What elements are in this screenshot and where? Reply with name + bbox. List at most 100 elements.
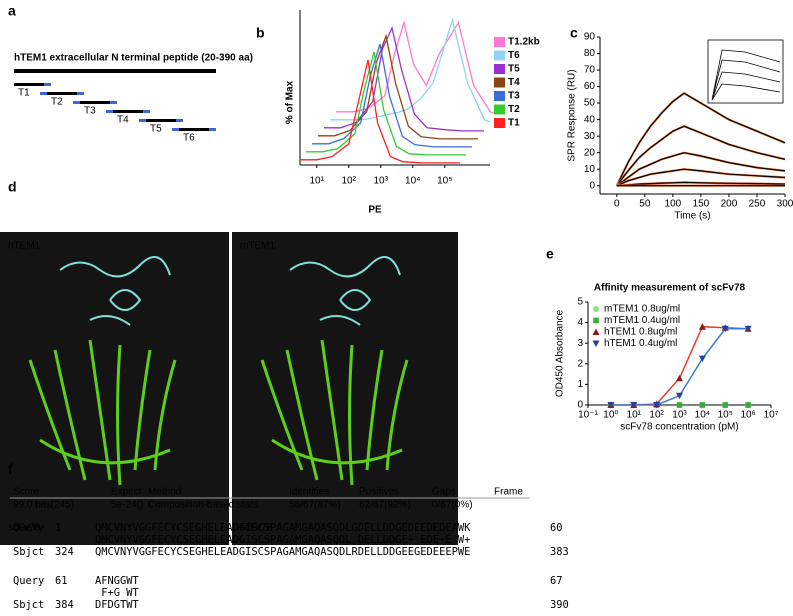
alignment-subject: 390 xyxy=(550,599,569,611)
spr-inset xyxy=(707,39,784,104)
segment-label: T2 xyxy=(51,97,63,108)
segment-overlap xyxy=(209,128,216,131)
legend-swatch xyxy=(494,118,505,128)
series-line xyxy=(616,181,786,187)
segment-label: T6 xyxy=(183,133,195,144)
x-tick-label: 10⁰ xyxy=(603,410,618,421)
legend-label: T3 xyxy=(508,91,520,102)
legend-swatch xyxy=(494,104,505,115)
alignment-subject: QMCVNYVGGFECYCSEGHELEADGISCSPAGAMGAQASQD… xyxy=(95,546,470,558)
x-tick-label: 10⁻¹ xyxy=(578,410,598,421)
alignment-query: AFNGGWT xyxy=(95,575,140,587)
table-value: 62/67(92%) xyxy=(359,500,411,511)
x-tick-label: 300 xyxy=(777,199,793,210)
legend-label: T1 xyxy=(508,118,520,129)
x-tick-label: 100 xyxy=(665,199,682,210)
y-tick-label: 80 xyxy=(584,48,596,59)
alignment-query: 67 xyxy=(550,575,563,587)
x-tick-label: 10³ xyxy=(374,176,389,187)
legend-marker xyxy=(593,317,599,324)
data-point xyxy=(676,392,683,400)
segment xyxy=(47,92,77,95)
data-point xyxy=(676,402,683,408)
y-tick-label: 0 xyxy=(589,180,595,191)
data-point xyxy=(653,402,661,409)
structure-label: mTEM1 xyxy=(240,241,275,252)
y-tick-label: 4 xyxy=(577,317,583,328)
panel-label: d xyxy=(8,179,17,195)
series-line xyxy=(312,43,472,148)
scfv-ribbon xyxy=(28,339,409,486)
y-tick-label: 60 xyxy=(584,81,596,92)
series-line xyxy=(616,125,786,187)
alignment-query: 60 xyxy=(550,522,563,534)
alignment-subject: DFDGTWT xyxy=(95,599,140,611)
x-tick-label: 150 xyxy=(693,199,710,210)
alignment-subject: Sbjct xyxy=(13,599,44,611)
legend-label: T4 xyxy=(508,77,520,88)
alignment-query: 61 xyxy=(55,575,68,587)
table-header: Frame xyxy=(494,487,523,498)
legend-label: hTEM1 0.4ug/ml xyxy=(604,338,677,349)
legend-label: hTEM1 0.8ug/ml xyxy=(604,327,677,338)
series-line xyxy=(616,168,786,187)
table-value: Composition-based stats. xyxy=(148,500,261,511)
x-tick-label: 200 xyxy=(721,199,738,210)
table-header: Positives xyxy=(359,487,399,498)
series-line xyxy=(300,59,460,164)
series-line xyxy=(306,51,466,156)
data-point xyxy=(722,402,729,408)
legend-marker xyxy=(593,306,599,312)
legend-swatch xyxy=(494,37,505,47)
data-point xyxy=(630,402,638,409)
x-tick-label: 10² xyxy=(649,410,664,421)
x-tick-label: 10⁷ xyxy=(764,410,779,421)
y-tick-label: 90 xyxy=(584,32,596,43)
series-line xyxy=(616,152,786,187)
full-length-bar xyxy=(14,69,216,73)
segment-overlap xyxy=(110,101,117,104)
y-axis-label: % of Max xyxy=(285,80,296,124)
table-value: 0/67(0%) xyxy=(432,500,473,511)
segment-label: T4 xyxy=(117,115,129,126)
alignment-query: 1 xyxy=(55,522,61,534)
table-value: 58/67(87%) xyxy=(289,500,341,511)
y-tick-label: 2 xyxy=(577,358,583,369)
legend-label: mTEM1 0.4ug/ml xyxy=(604,315,680,326)
data-point xyxy=(699,402,706,408)
chart-title: Affinity measurement of scFv78 xyxy=(594,283,746,294)
data-point xyxy=(745,402,751,408)
alignment-subject: Sbjct xyxy=(13,546,44,558)
table-header: Identities xyxy=(289,487,329,498)
structure-label: hTEM1 xyxy=(8,241,41,252)
structure-label: scFv78 xyxy=(240,523,273,534)
segment xyxy=(14,83,44,86)
alignment-match: QMCVNYVGGFECYCSEGHELEADGISCSPAGAMGAQASQD… xyxy=(95,534,470,546)
table-value: 99.0 bits(245) xyxy=(13,500,74,511)
segment-overlap xyxy=(139,119,146,122)
series-line xyxy=(318,33,478,140)
y-tick-label: 0 xyxy=(577,400,583,411)
segment-overlap xyxy=(172,128,179,131)
y-tick-label: 50 xyxy=(584,98,596,109)
legend-label: T6 xyxy=(508,50,520,61)
panel-label: c xyxy=(570,25,578,41)
table-header: Method xyxy=(148,487,181,498)
tem1-ribbon xyxy=(59,256,401,326)
y-tick-label: 40 xyxy=(584,114,596,125)
series-line xyxy=(616,151,786,187)
series-line xyxy=(336,19,497,115)
legend-swatch xyxy=(494,77,505,88)
x-tick-label: 0 xyxy=(614,199,620,210)
y-tick-label: 1 xyxy=(577,379,583,390)
y-tick-label: 30 xyxy=(584,131,596,142)
legend-swatch xyxy=(494,64,505,74)
panel-a-title: hTEM1 extracellular N terminal peptide (… xyxy=(14,53,253,64)
segment xyxy=(146,119,176,122)
legend-marker xyxy=(592,328,600,335)
panel-label: e xyxy=(546,246,554,262)
data-point xyxy=(607,402,615,409)
alignment-subject: 383 xyxy=(550,546,569,558)
x-axis-label: Time (s) xyxy=(674,211,710,222)
